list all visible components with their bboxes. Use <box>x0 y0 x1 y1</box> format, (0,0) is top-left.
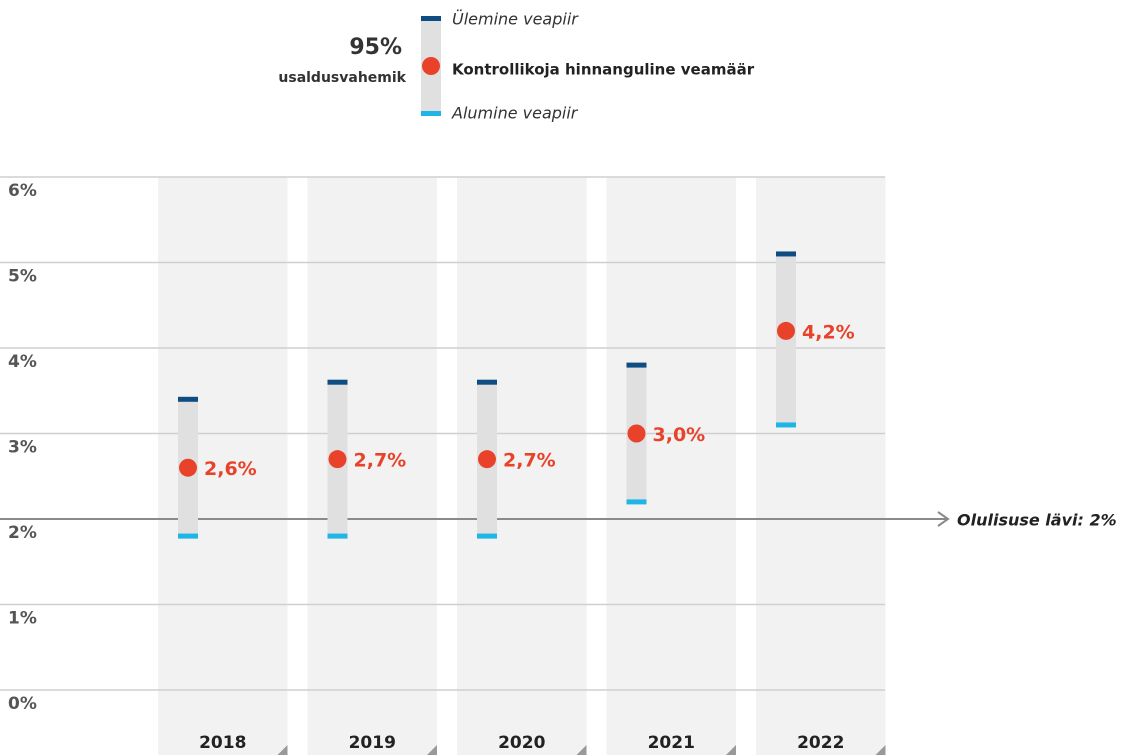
y-tick-label: 4% <box>8 352 37 372</box>
value-label: 2,7% <box>503 450 556 472</box>
y-tick-label: 1% <box>8 609 37 629</box>
x-tick-label: 2022 <box>797 733 844 753</box>
estimate-dot <box>179 458 197 477</box>
legend-label: Ülemine veapiir <box>452 10 579 29</box>
x-tick-label: 2021 <box>648 733 695 753</box>
column-bg <box>756 177 886 755</box>
x-tick-label: 2018 <box>199 733 246 753</box>
column-corner <box>427 745 437 755</box>
lower-limit <box>626 499 647 505</box>
y-tick-label: 5% <box>8 267 37 287</box>
legend-upper <box>421 16 441 21</box>
legend-dot <box>422 57 440 75</box>
y-tick-label: 6% <box>8 181 37 201</box>
x-tick-label: 2020 <box>498 733 545 753</box>
estimate-dot <box>627 424 646 443</box>
upper-limit <box>477 379 497 385</box>
threshold-label: Olulisuse lävi: 2% <box>957 511 1117 530</box>
x-tick-label: 2019 <box>349 733 396 753</box>
estimate-dot <box>328 450 347 469</box>
column-corner <box>277 745 288 755</box>
column-corner <box>875 745 886 755</box>
lower-limit <box>327 533 348 539</box>
upper-limit <box>776 251 796 257</box>
legend-lower <box>421 111 441 116</box>
column-corner <box>576 745 587 755</box>
estimate-dot <box>478 450 496 469</box>
y-tick-label: 0% <box>8 694 37 714</box>
value-label: 2,7% <box>354 450 407 472</box>
y-tick-label: 2% <box>8 523 37 543</box>
value-label: 3,0% <box>653 424 706 446</box>
y-tick-label: 3% <box>8 438 37 458</box>
estimate-dot <box>777 321 795 340</box>
lower-limit <box>776 422 796 428</box>
legend-subtitle: usaldusvahemik <box>278 70 406 86</box>
upper-limit <box>178 396 198 402</box>
column-corner <box>726 745 736 755</box>
upper-limit <box>626 362 647 368</box>
threshold-arrow <box>937 511 950 527</box>
column-bg <box>606 177 736 755</box>
legend-label: Alumine veapiir <box>451 104 579 123</box>
lower-limit <box>178 533 198 539</box>
legend-label: Kontrollikoja hinnanguline veamäär <box>452 61 755 79</box>
legend-title: 95% <box>349 35 402 60</box>
value-label: 4,2% <box>802 321 855 343</box>
value-label: 2,6% <box>204 458 257 480</box>
lower-limit <box>477 533 497 539</box>
upper-limit <box>327 379 348 385</box>
